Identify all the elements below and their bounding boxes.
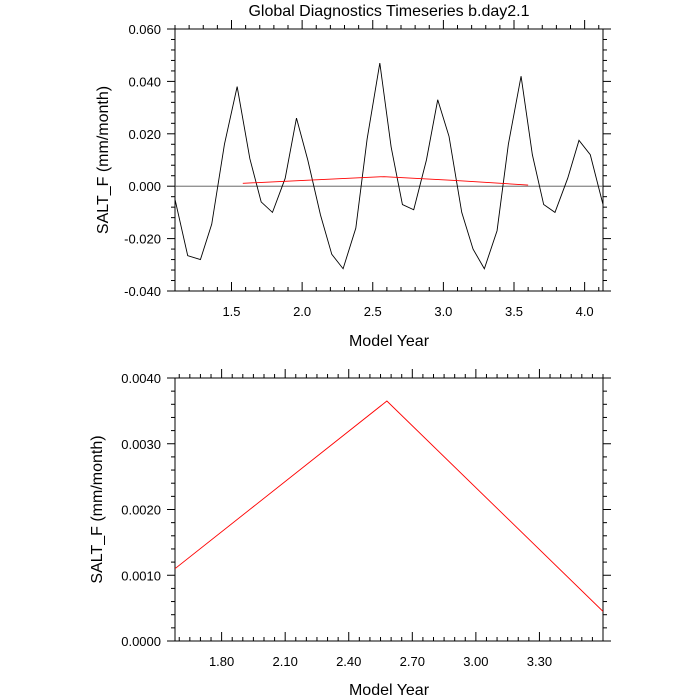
y-tick-label: 0.0000 — [121, 634, 161, 649]
trend-series-line — [242, 176, 529, 186]
chart-title: Global Diagnostics Timeseries b.day2.1 — [248, 3, 529, 20]
data-series-line — [175, 62, 603, 270]
x-tick-label: 2.10 — [273, 654, 298, 669]
x-tick-label: 3.5 — [505, 304, 523, 319]
y-tick-label: 0.000 — [128, 179, 161, 194]
x-tick-label: 3.00 — [463, 654, 488, 669]
y-axis-label: SALT_F (mm/month) — [95, 86, 112, 234]
x-axis-label: Model Year — [349, 333, 430, 350]
x-tick-label: 4.0 — [576, 304, 594, 319]
x-tick-label: 2.40 — [336, 654, 361, 669]
x-tick-label: 1.5 — [222, 304, 240, 319]
y-tick-label: -0.040 — [124, 284, 161, 299]
trend-series-line — [175, 400, 603, 612]
y-tick-label: 0.020 — [128, 127, 161, 142]
x-tick-label: 3.0 — [434, 304, 452, 319]
y-tick-label: 0.060 — [128, 22, 161, 37]
x-tick-label: 2.0 — [293, 304, 311, 319]
y-tick-label: 0.040 — [128, 74, 161, 89]
y-tick-label: 0.0010 — [121, 568, 161, 583]
plot-frame — [174, 28, 604, 292]
x-tick-label: 2.70 — [400, 654, 425, 669]
y-tick-label: 0.0020 — [121, 503, 161, 518]
x-tick-label: 2.5 — [364, 304, 382, 319]
chart-panel-2: 1.80 2.10 2.40 2.70 3.00 3.30 0.0000 0.0010 0.00… — [89, 369, 611, 699]
y-tick-label: 0.0030 — [121, 437, 161, 452]
chart-panel-1: 1.5 2.0 2.5 3.0 3.5 4.0 -0.040 -0.020 0.000 0.020… — [95, 3, 611, 350]
x-axis-label: Model Year — [349, 682, 430, 699]
y-tick-label: -0.020 — [124, 232, 161, 247]
x-tick-label: 1.80 — [209, 654, 234, 669]
y-tick-label: 0.0040 — [121, 371, 161, 386]
x-tick-label: 3.30 — [527, 654, 552, 669]
plot-frame — [174, 377, 604, 642]
series-group — [175, 400, 603, 612]
series-group — [175, 62, 603, 270]
y-axis-label: SALT_F (mm/month) — [89, 435, 106, 583]
